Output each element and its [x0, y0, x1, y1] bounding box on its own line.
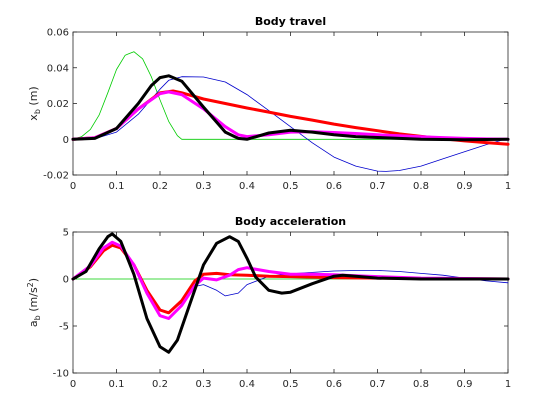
- body-acceleration-xtick-label: 0.7: [370, 379, 386, 390]
- body-acceleration-series-4-line: [71, 232, 510, 354]
- body-acceleration-series-2-line: [71, 243, 510, 315]
- body-travel-ytick-label: 0.02: [47, 99, 69, 110]
- body-travel-xtick-label: 0.3: [196, 181, 212, 192]
- body-travel-ytick-label: 0: [63, 135, 69, 146]
- body-travel-xtick-label: 0: [70, 181, 76, 192]
- body-travel-series-3-line: [71, 90, 510, 141]
- body-travel-ytick-label: 0.04: [47, 63, 69, 74]
- body-acceleration-subplot: Body acceleration ab (m/s2) 0 0.1 0.2 0.3 0.…: [26, 215, 511, 390]
- body-acceleration-xtick-label: 0.4: [239, 379, 255, 390]
- body-acceleration-ticks: 0 0.1 0.2 0.3 0.4 0.5 0.6 0.7 0.8 0.9 1 -10 -5 0 5: [53, 228, 512, 391]
- body-acceleration-ylabel: ab (m/s2): [26, 278, 42, 327]
- body-travel-series-0-line: [72, 51, 509, 140]
- body-acceleration-ytick-label: 0: [63, 275, 69, 286]
- body-acceleration-title: Body acceleration: [235, 215, 346, 228]
- body-travel-xtick-label: 0.4: [239, 181, 255, 192]
- body-acceleration-xtick-label: 0.1: [109, 379, 125, 390]
- body-acceleration-ytick-label: -10: [53, 369, 69, 380]
- body-travel-subplot: Body travel xb (m) 0 0.1 0.2 0.3 0.4 0.5 0.6 0.…: [27, 15, 511, 192]
- body-travel-ytick-label: -0.02: [43, 171, 69, 182]
- body-acceleration-xtick-label: 0.2: [152, 379, 168, 390]
- body-acceleration-xtick-label: 0.9: [457, 379, 473, 390]
- body-acceleration-ytick-label: -5: [59, 322, 69, 333]
- body-travel-title: Body travel: [255, 15, 326, 28]
- body-acceleration-xtick-label: 1: [505, 379, 511, 390]
- body-acceleration-xtick-label: 0.8: [413, 379, 429, 390]
- body-travel-xtick-label: 0.9: [457, 181, 473, 192]
- body-travel-ylabel: xb (m): [27, 86, 42, 120]
- body-travel-xtick-label: 0.5: [283, 181, 299, 192]
- body-travel-xtick-label: 0.1: [109, 181, 125, 192]
- body-travel-ticks: 0 0.1 0.2 0.3 0.4 0.5 0.6 0.7 0.8 0.9 1-0.0200.020…: [43, 28, 511, 193]
- body-travel-xtick-label: 0.2: [152, 181, 168, 192]
- body-travel-xtick-label: 0.7: [370, 181, 386, 192]
- body-travel-xtick-label: 0.6: [326, 181, 342, 192]
- body-travel-xtick-label: 0.8: [413, 181, 429, 192]
- body-acceleration-axes-box: [72, 231, 509, 374]
- body-acceleration-xtick-label: 0.5: [283, 379, 299, 390]
- body-travel-ytick-label: 0.06: [47, 28, 69, 39]
- body-acceleration-xtick-label: 0.3: [196, 379, 212, 390]
- body-acceleration-xtick-label: 0: [70, 379, 76, 390]
- body-acceleration-series: [71, 232, 510, 354]
- body-travel-series-4-line: [71, 74, 510, 142]
- body-travel-xtick-label: 1: [505, 181, 511, 192]
- body-acceleration-ytick-label: 5: [63, 228, 69, 239]
- body-acceleration-xtick-label: 0.6: [326, 379, 342, 390]
- body-travel-series: [71, 51, 510, 172]
